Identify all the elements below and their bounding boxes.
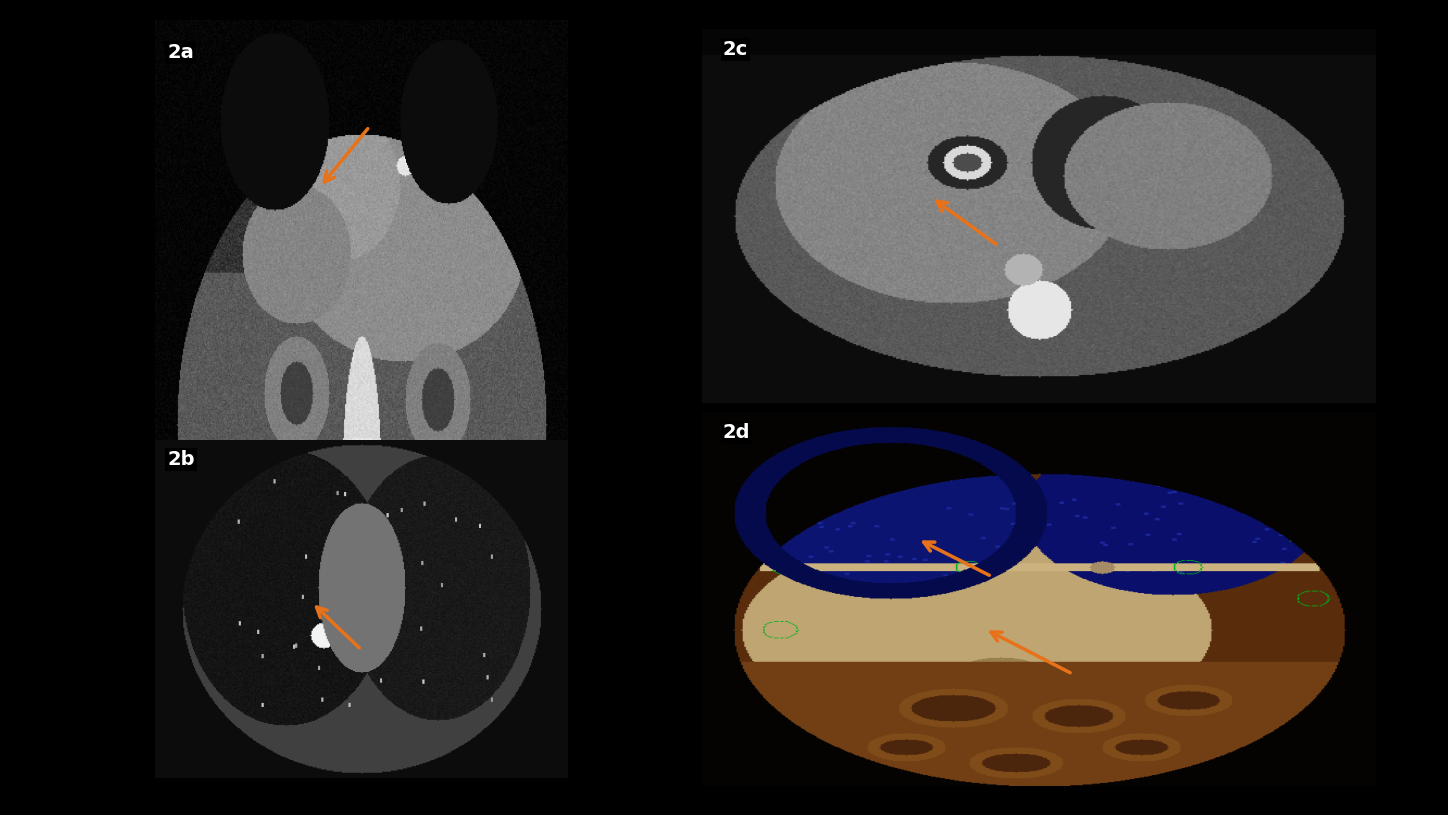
Text: 2a: 2a xyxy=(168,43,194,62)
Text: 2c: 2c xyxy=(723,40,747,59)
Text: 2d: 2d xyxy=(723,423,750,442)
Text: 2b: 2b xyxy=(168,450,195,469)
